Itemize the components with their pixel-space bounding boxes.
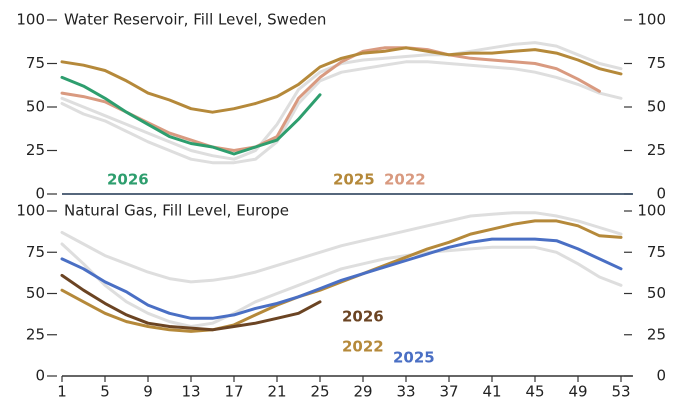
x-tick-label: 1 (57, 383, 67, 401)
y-tick-label: 75 (26, 54, 45, 72)
series-label: 2026 (342, 308, 384, 326)
series-line (60, 46, 623, 114)
x-tick-label: 53 (611, 383, 630, 401)
x-tick-label: 17 (224, 383, 243, 401)
y-tick-label: 75 (26, 243, 45, 261)
y-tick-label: 0 (35, 367, 45, 385)
y-tick-label: 25 (26, 325, 45, 343)
y2-tick-label: 75 (647, 54, 666, 72)
series-line (60, 273, 322, 332)
y2-tick-label: 0 (656, 185, 666, 203)
y-tick-label: 100 (16, 202, 45, 220)
y2-tick-label: 25 (647, 141, 666, 159)
x-tick-label: 33 (396, 383, 415, 401)
y2-tick-label: 50 (647, 284, 666, 302)
series-line (60, 46, 601, 152)
series-line (60, 60, 623, 165)
y2-tick-label: 100 (637, 202, 666, 220)
x-tick-label: 45 (525, 383, 544, 401)
series-line (60, 75, 322, 156)
y2-tick-label: 75 (647, 243, 666, 261)
series-label: 2022 (384, 171, 426, 189)
series-line (60, 211, 623, 284)
series-label: 2026 (107, 171, 149, 189)
x-tick-label: 25 (310, 383, 329, 401)
y-tick-label: 50 (26, 98, 45, 116)
x-tick-label: 37 (439, 383, 458, 401)
y-tick-label: 100 (16, 11, 45, 29)
x-tick-label: 41 (482, 383, 501, 401)
y2-tick-label: 50 (647, 98, 666, 116)
series-label: 2022 (342, 338, 384, 356)
chart-title: Natural Gas, Fill Level, Europe (64, 202, 289, 220)
series-line (60, 242, 623, 328)
y2-tick-label: 0 (656, 367, 666, 385)
x-tick-label: 29 (353, 383, 372, 401)
x-tick-label: 5 (100, 383, 110, 401)
x-tick-label: 21 (267, 383, 286, 401)
x-tick-label: 49 (568, 383, 587, 401)
y-tick-label: 50 (26, 284, 45, 302)
chart-title: Water Reservoir, Fill Level, Sweden (64, 11, 326, 29)
y-tick-label: 0 (35, 185, 45, 203)
series-line (60, 237, 623, 320)
x-tick-label: 13 (181, 383, 200, 401)
y-tick-label: 25 (26, 141, 45, 159)
y2-tick-label: 25 (647, 325, 666, 343)
y2-tick-label: 100 (637, 11, 666, 29)
series-label: 2025 (393, 349, 435, 367)
series-label: 2025 (333, 171, 375, 189)
x-tick-label: 9 (143, 383, 153, 401)
